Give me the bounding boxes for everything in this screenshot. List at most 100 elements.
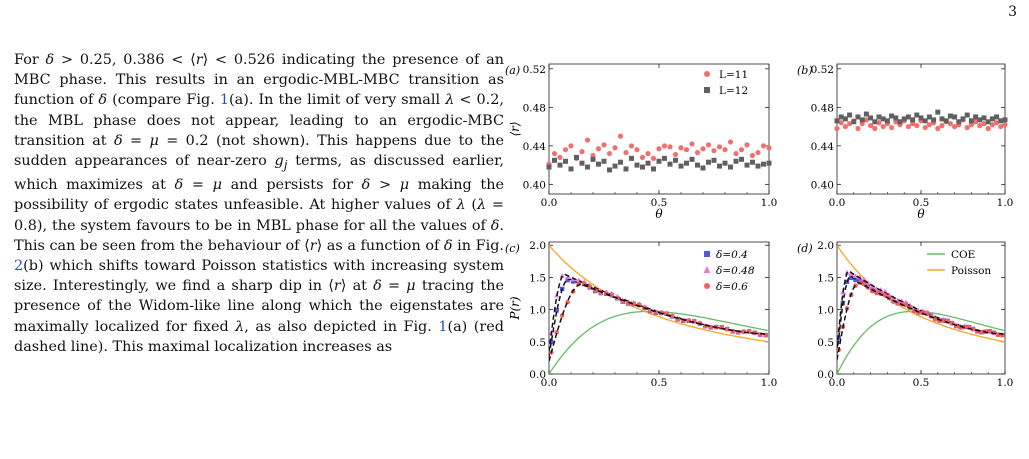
panel-label: (b) [797,64,813,77]
x-tick-label: 0.0 [829,377,846,386]
data-point [1002,117,1008,123]
data-point [1002,122,1008,128]
data-point [689,156,695,162]
data-point [837,335,841,340]
data-point [716,144,723,150]
y-tick-label: 0.44 [523,141,547,153]
y-tick-label: 1.5 [529,272,546,284]
data-point [738,147,745,153]
data-point [985,125,991,132]
legend-marker [704,283,710,289]
poisson-curve [837,244,1005,343]
data-point [711,157,717,163]
fit-curve [549,273,767,352]
data-point [889,124,895,131]
y-axis-label: P(r) [508,296,522,320]
data-point [700,146,706,152]
poisson-curve [549,244,769,343]
data-point [562,147,569,153]
data-point [855,125,861,132]
data-point [766,160,772,166]
y-tick-label: 0.52 [523,64,546,76]
data-point [618,159,623,165]
data-point [872,125,878,132]
panel-c: (c)0.00.51.01.52.00.00.51.0rP(r)δ=0.4δ=0… [505,240,777,386]
data-point [651,166,656,172]
data-point [868,115,874,121]
data-point [910,117,916,123]
data-point [755,163,761,169]
data-point [863,117,869,123]
data-point [939,116,945,122]
fit-curve [837,275,1004,354]
x-axis-label: θ [917,207,925,221]
y-tick-label: 0.5 [529,337,546,349]
y-axis-label: ⟨r⟩ [508,121,522,136]
data-point [859,121,865,127]
data-point [607,167,612,173]
legend-marker [704,87,710,93]
data-point [834,118,840,124]
plot-frame [836,241,1006,375]
data-point [590,156,596,162]
data-point [998,118,1004,124]
data-point [656,158,662,164]
legend-label: Poisson [951,265,991,277]
data-point [998,123,1004,130]
data-point [705,142,712,148]
data-point [932,317,938,322]
data-point [761,161,766,167]
data-point [914,112,920,118]
data-point [722,147,728,153]
data-point [859,117,865,123]
data-point [733,150,739,157]
x-tick-label: 0.0 [541,377,558,386]
data-point [894,297,901,303]
y-tick-label: 0.5 [817,337,834,349]
panel-label: (c) [505,242,520,255]
data-point [987,329,993,334]
data-point [744,142,750,148]
coe-curve [549,310,769,374]
data-point [968,118,974,124]
data-point [935,109,941,115]
data-point [551,150,558,157]
data-point [667,144,673,150]
y-tick-label: 1.0 [817,305,834,317]
data-point [964,112,970,118]
data-point [661,143,668,149]
data-point [727,139,734,145]
data-point [612,163,618,169]
y-tick-label: 2.0 [529,240,546,252]
y-tick-label: 2.0 [817,240,834,252]
y-tick-label: 0.52 [811,64,834,76]
data-point [559,273,565,278]
data-point [838,114,844,120]
fit-curve [837,281,1004,360]
data-point [842,116,848,122]
data-point [901,116,907,122]
data-point [552,157,557,163]
body-paragraph: For δ > 0.25, 0.386 < ⟨r⟩ < 0.526 indica… [14,52,505,355]
data-point [755,149,761,156]
data-point [739,156,744,162]
data-point [880,116,886,122]
data-point [834,125,840,132]
data-point [939,123,945,129]
y-tick-label: 1.0 [529,305,546,317]
data-point [853,277,858,283]
legend-marker [703,266,711,273]
legend-marker [704,71,710,77]
panel-a: (a) 0.40 0.44 0.48 0.52 0.0 0.5 1.0 θ ⟨r⟩ L=11 L=12 [505,63,777,221]
data-point [640,164,645,170]
data-point [612,145,618,151]
fit-curve [549,283,767,362]
data-point [973,114,979,120]
data-point [956,119,962,125]
data-point [557,162,563,168]
data-point [905,123,911,130]
data-point [893,119,899,125]
panel-d: (d)0.00.51.01.52.00.00.51.0rCOEPoisson [797,240,1013,386]
data-point [631,301,636,306]
x-tick-label: 1.0 [997,377,1014,386]
